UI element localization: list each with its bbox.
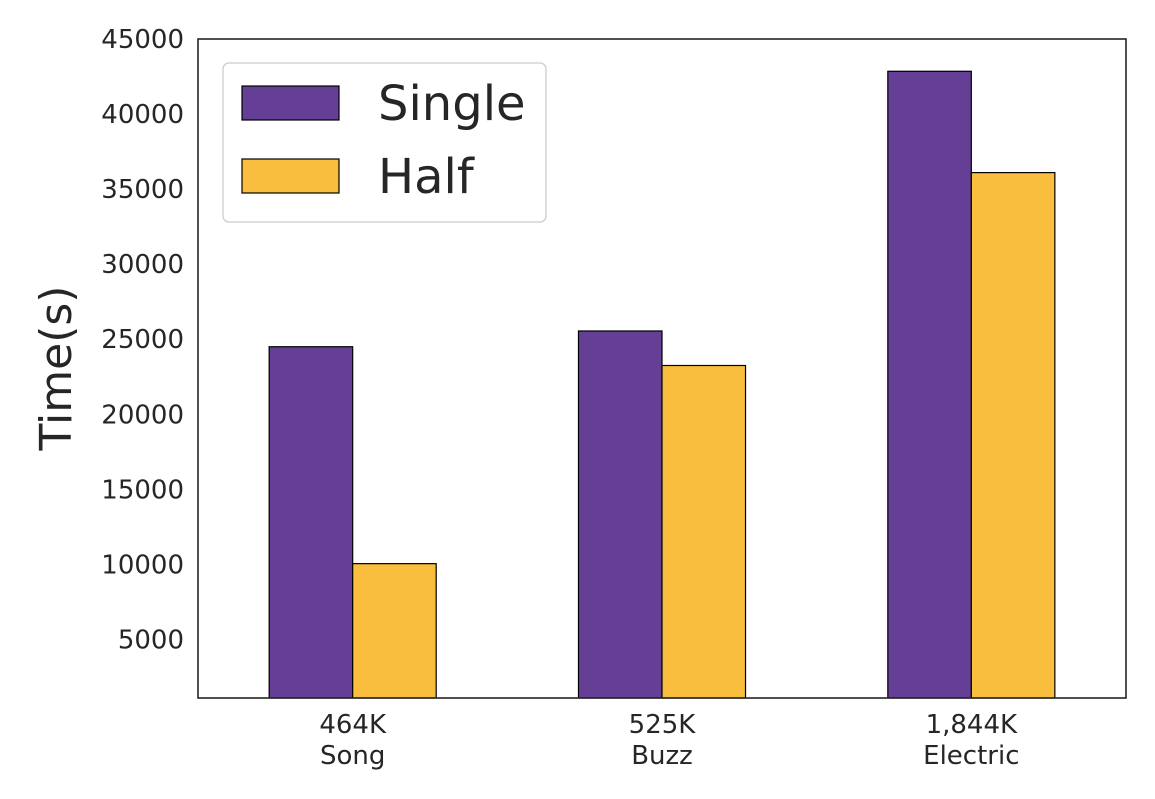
legend-label-single: Single xyxy=(378,76,526,132)
y-tick-label: 45000 xyxy=(101,25,184,55)
y-tick-label: 25000 xyxy=(101,325,184,355)
bar-half-1 xyxy=(661,364,747,699)
y-tick-label: 5000 xyxy=(118,625,184,655)
bar-single-0 xyxy=(268,346,354,699)
legend-swatch-half xyxy=(241,158,340,194)
y-tick-labels: 5000 10000 15000 20000 25000 30000 35000 40000 4… xyxy=(101,25,184,655)
x-tick-label: 464K Song xyxy=(319,710,387,771)
x-tick-label: 525K Buzz xyxy=(629,710,697,771)
bar-half-0 xyxy=(352,563,437,699)
bars-group xyxy=(268,70,1056,699)
y-tick-label: 15000 xyxy=(101,475,184,505)
legend-label-half: Half xyxy=(378,149,475,205)
y-tick-label: 40000 xyxy=(101,100,184,130)
bar-single-2 xyxy=(887,70,972,699)
y-tick-label: 20000 xyxy=(101,400,184,430)
y-tick-label: 10000 xyxy=(101,550,184,580)
y-tick-label: 35000 xyxy=(101,175,184,205)
legend: Single Half xyxy=(222,62,547,223)
y-axis-label: Time(s) xyxy=(31,286,82,452)
x-tick-labels: 464K Song 525K Buzz 1,844K Electric xyxy=(319,710,1019,771)
legend-swatch-single xyxy=(241,85,340,121)
bar-single-1 xyxy=(577,330,663,699)
plot-frame xyxy=(197,38,1127,699)
x-tick-label: 1,844K Electric xyxy=(923,710,1019,771)
bar-half-2 xyxy=(970,172,1056,699)
y-tick-label: 30000 xyxy=(101,250,184,280)
